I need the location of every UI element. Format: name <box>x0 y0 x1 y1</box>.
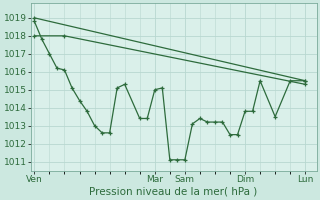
X-axis label: Pression niveau de la mer( hPa ): Pression niveau de la mer( hPa ) <box>90 187 258 197</box>
